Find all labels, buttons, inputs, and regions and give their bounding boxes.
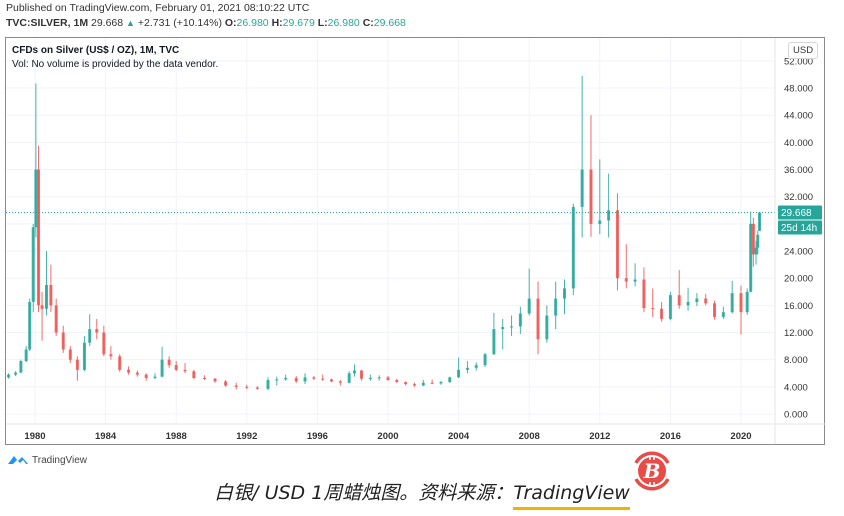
- last-price: 29.668: [90, 17, 124, 29]
- price-change: +2.731 (+10.14%): [137, 17, 222, 29]
- price-tick-label: 44.000: [784, 111, 813, 122]
- price-axis[interactable]: 0.000 4.000 8.000 12.000 16.000 20.000 24.000 2…: [784, 56, 813, 420]
- chart-legend: CFDs on Silver (US$ / OZ), 1M, TVC Vol: …: [12, 44, 218, 72]
- price-tick-label: 20.000: [784, 274, 813, 285]
- time-tick-label: 2012: [589, 431, 610, 442]
- high-value: 29.679: [282, 17, 315, 29]
- published-note: Published on TradingView.com, February 0…: [6, 2, 310, 14]
- last-price-badge: 29.668 25d 14h: [778, 205, 822, 235]
- open-value: 26.980: [236, 17, 269, 29]
- time-tick-label: 2020: [730, 431, 751, 442]
- chart-frame: [5, 37, 825, 445]
- time-tick-label: 2016: [660, 431, 681, 442]
- time-tick-label: 1980: [24, 431, 45, 442]
- low-value: 26.980: [327, 17, 360, 29]
- caption-source-link[interactable]: TradingView: [513, 482, 630, 510]
- time-tick-label: 1992: [236, 431, 257, 442]
- time-tick-label: 1996: [307, 431, 328, 442]
- candles: [7, 75, 762, 391]
- price-tick-label: 12.000: [784, 328, 813, 339]
- close-value: 29.668: [373, 17, 406, 29]
- currency-button[interactable]: USD: [788, 42, 819, 59]
- tradingview-brand[interactable]: TradingView: [7, 454, 87, 466]
- time-axis[interactable]: 1980 1984 1988 1992 1996 2000 2004 2008 2012 2016…: [24, 431, 751, 442]
- svg-text:B: B: [643, 459, 661, 483]
- price-tick-label: 36.000: [784, 165, 813, 176]
- price-tick-label: 40.000: [784, 138, 813, 149]
- symbol-ohlc-bar: TVC:SILVER, 1M 29.668 ▲ +2.731 (+10.14%)…: [6, 17, 406, 29]
- tradingview-logo-icon: [8, 456, 28, 464]
- price-tick-label: 4.000: [784, 382, 808, 393]
- low-label: L:: [317, 17, 328, 29]
- price-tick-label: 32.000: [784, 192, 813, 203]
- brand-label: TradingView: [32, 454, 88, 466]
- close-label: C:: [362, 17, 374, 29]
- price-tick-label: 8.000: [784, 355, 808, 366]
- figure-caption: 白银/ USD 1周蜡烛图。资料来源：TradingView: [0, 478, 844, 510]
- high-label: H:: [271, 17, 283, 29]
- price-tick-label: 24.000: [784, 247, 813, 258]
- price-tick-label: 16.000: [784, 301, 813, 312]
- price-tick-label: 0.000: [784, 410, 808, 421]
- time-tick-label: 2008: [519, 431, 540, 442]
- time-tick-label: 2004: [448, 431, 470, 442]
- legend-volume-note: Vol: No volume is provided by the data v…: [12, 59, 219, 70]
- bitcoin-icon: B: [634, 451, 670, 491]
- last-price-label: 29.668: [781, 208, 812, 219]
- time-tick-label: 1984: [95, 431, 117, 442]
- time-tick-label: 2000: [377, 431, 398, 442]
- open-label: O:: [224, 17, 237, 29]
- legend-title: CFDs on Silver (US$ / OZ), 1M, TVC: [12, 45, 180, 56]
- grid-lines: [6, 38, 775, 424]
- bar-countdown-label: 25d 14h: [781, 223, 817, 234]
- time-tick-label: 1988: [166, 431, 187, 442]
- caption-text: 白银/ USD 1周蜡烛图。资料来源：: [214, 482, 514, 504]
- triangle-up-icon: ▲: [126, 18, 135, 28]
- price-tick-label: 48.000: [784, 84, 813, 95]
- price-tick-label: 52.000: [784, 56, 813, 67]
- symbol-label: TVC:SILVER, 1M: [6, 17, 89, 29]
